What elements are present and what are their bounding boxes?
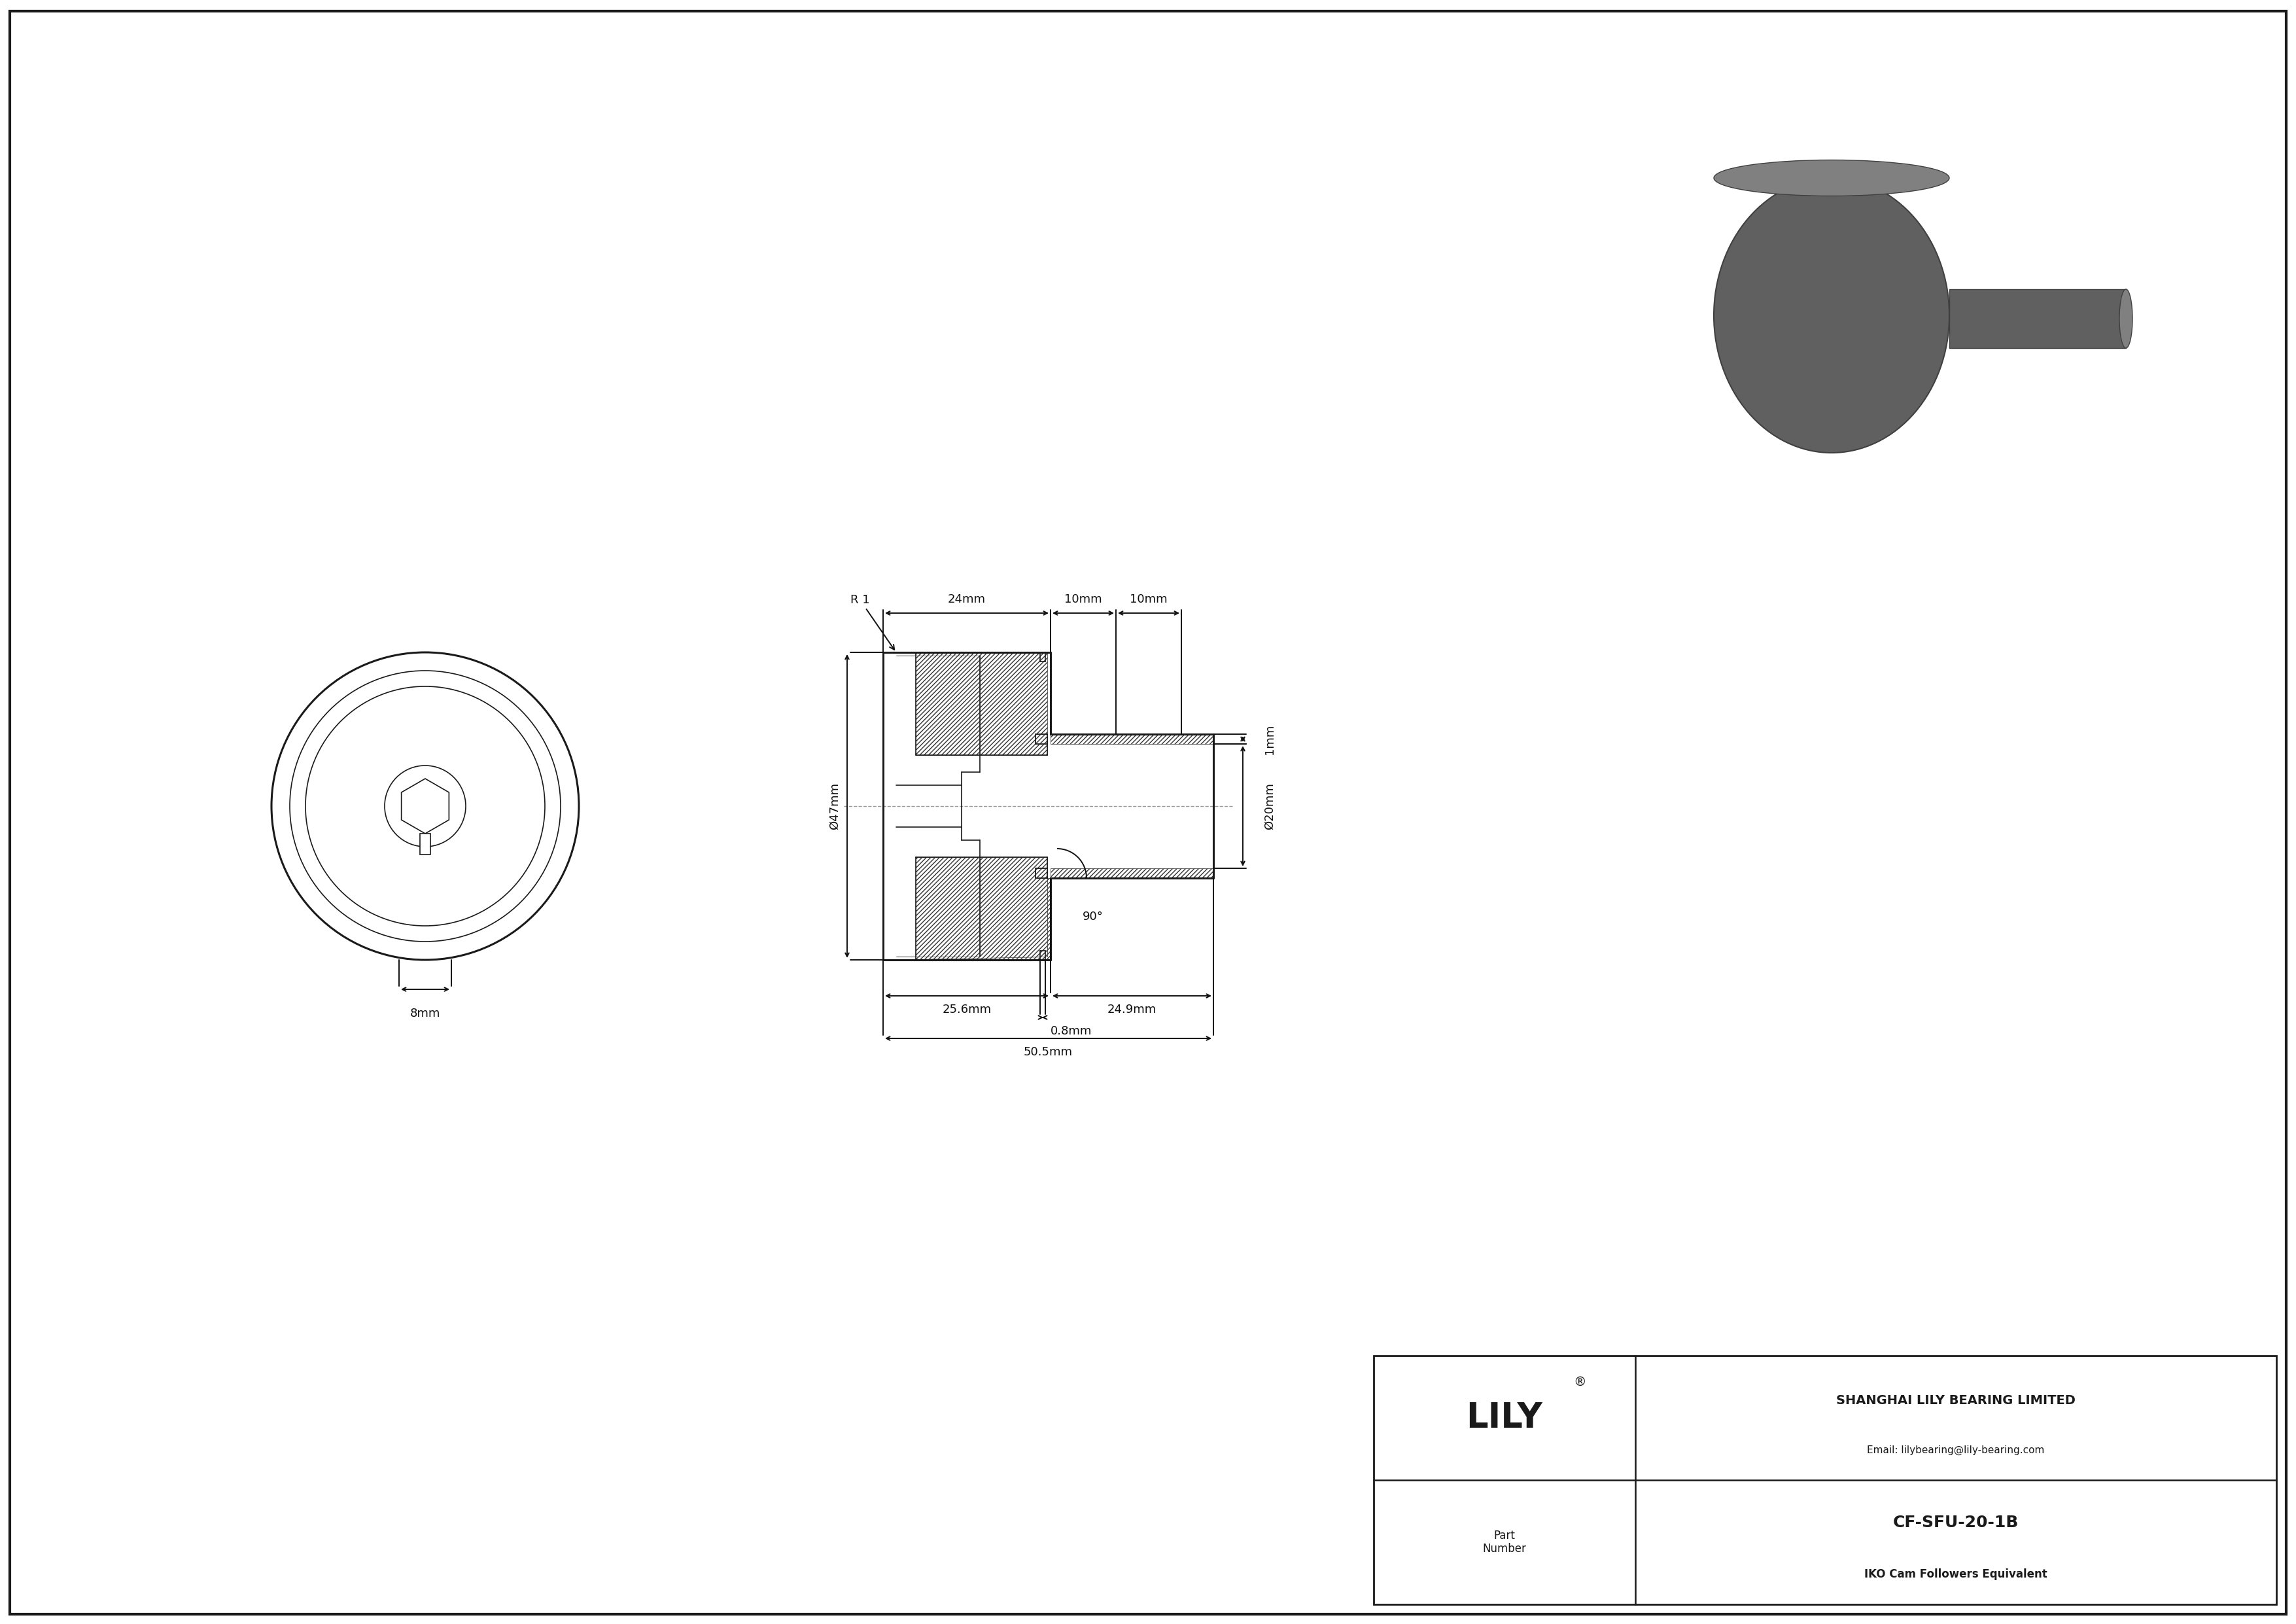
Polygon shape [1052,734,1212,744]
Polygon shape [895,857,980,957]
Text: Ø20mm: Ø20mm [1263,783,1277,830]
Text: SHANGHAI LILY BEARING LIMITED: SHANGHAI LILY BEARING LIMITED [1837,1395,2076,1406]
Text: IKO Cam Followers Equivalent: IKO Cam Followers Equivalent [1864,1569,2048,1580]
Ellipse shape [1713,161,1949,197]
Polygon shape [895,656,980,755]
Polygon shape [916,857,1047,960]
Bar [420,833,429,854]
Text: 90°: 90° [1084,911,1104,922]
Polygon shape [1052,869,1212,879]
Ellipse shape [1713,179,1949,453]
Text: 0.8mm: 0.8mm [1052,1025,1093,1038]
Text: 8mm: 8mm [411,1007,441,1020]
Polygon shape [1949,289,2126,348]
Text: Part
Number: Part Number [1483,1530,1527,1554]
Text: 24mm: 24mm [948,593,985,606]
Text: ®: ® [1573,1376,1587,1389]
Ellipse shape [2119,289,2133,348]
Text: 25.6mm: 25.6mm [941,1004,992,1015]
Polygon shape [916,653,1047,755]
Text: 10mm: 10mm [1065,593,1102,606]
Text: Email: lilybearing@lily-bearing.com: Email: lilybearing@lily-bearing.com [1867,1445,2046,1455]
Text: LILY: LILY [1467,1402,1543,1436]
Bar [1373,1356,2275,1605]
Text: Ø47mm: Ø47mm [829,783,840,830]
Text: CF-SFU-20-1B: CF-SFU-20-1B [1892,1515,2018,1530]
Polygon shape [884,879,1052,960]
Text: R 1: R 1 [850,594,895,650]
Text: 10mm: 10mm [1130,593,1166,606]
Text: 24.9mm: 24.9mm [1107,1004,1157,1015]
Text: 1mm: 1mm [1263,724,1277,754]
Text: 50.5mm: 50.5mm [1024,1046,1072,1057]
